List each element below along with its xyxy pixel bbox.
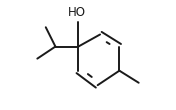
Text: HO: HO [68, 6, 86, 19]
